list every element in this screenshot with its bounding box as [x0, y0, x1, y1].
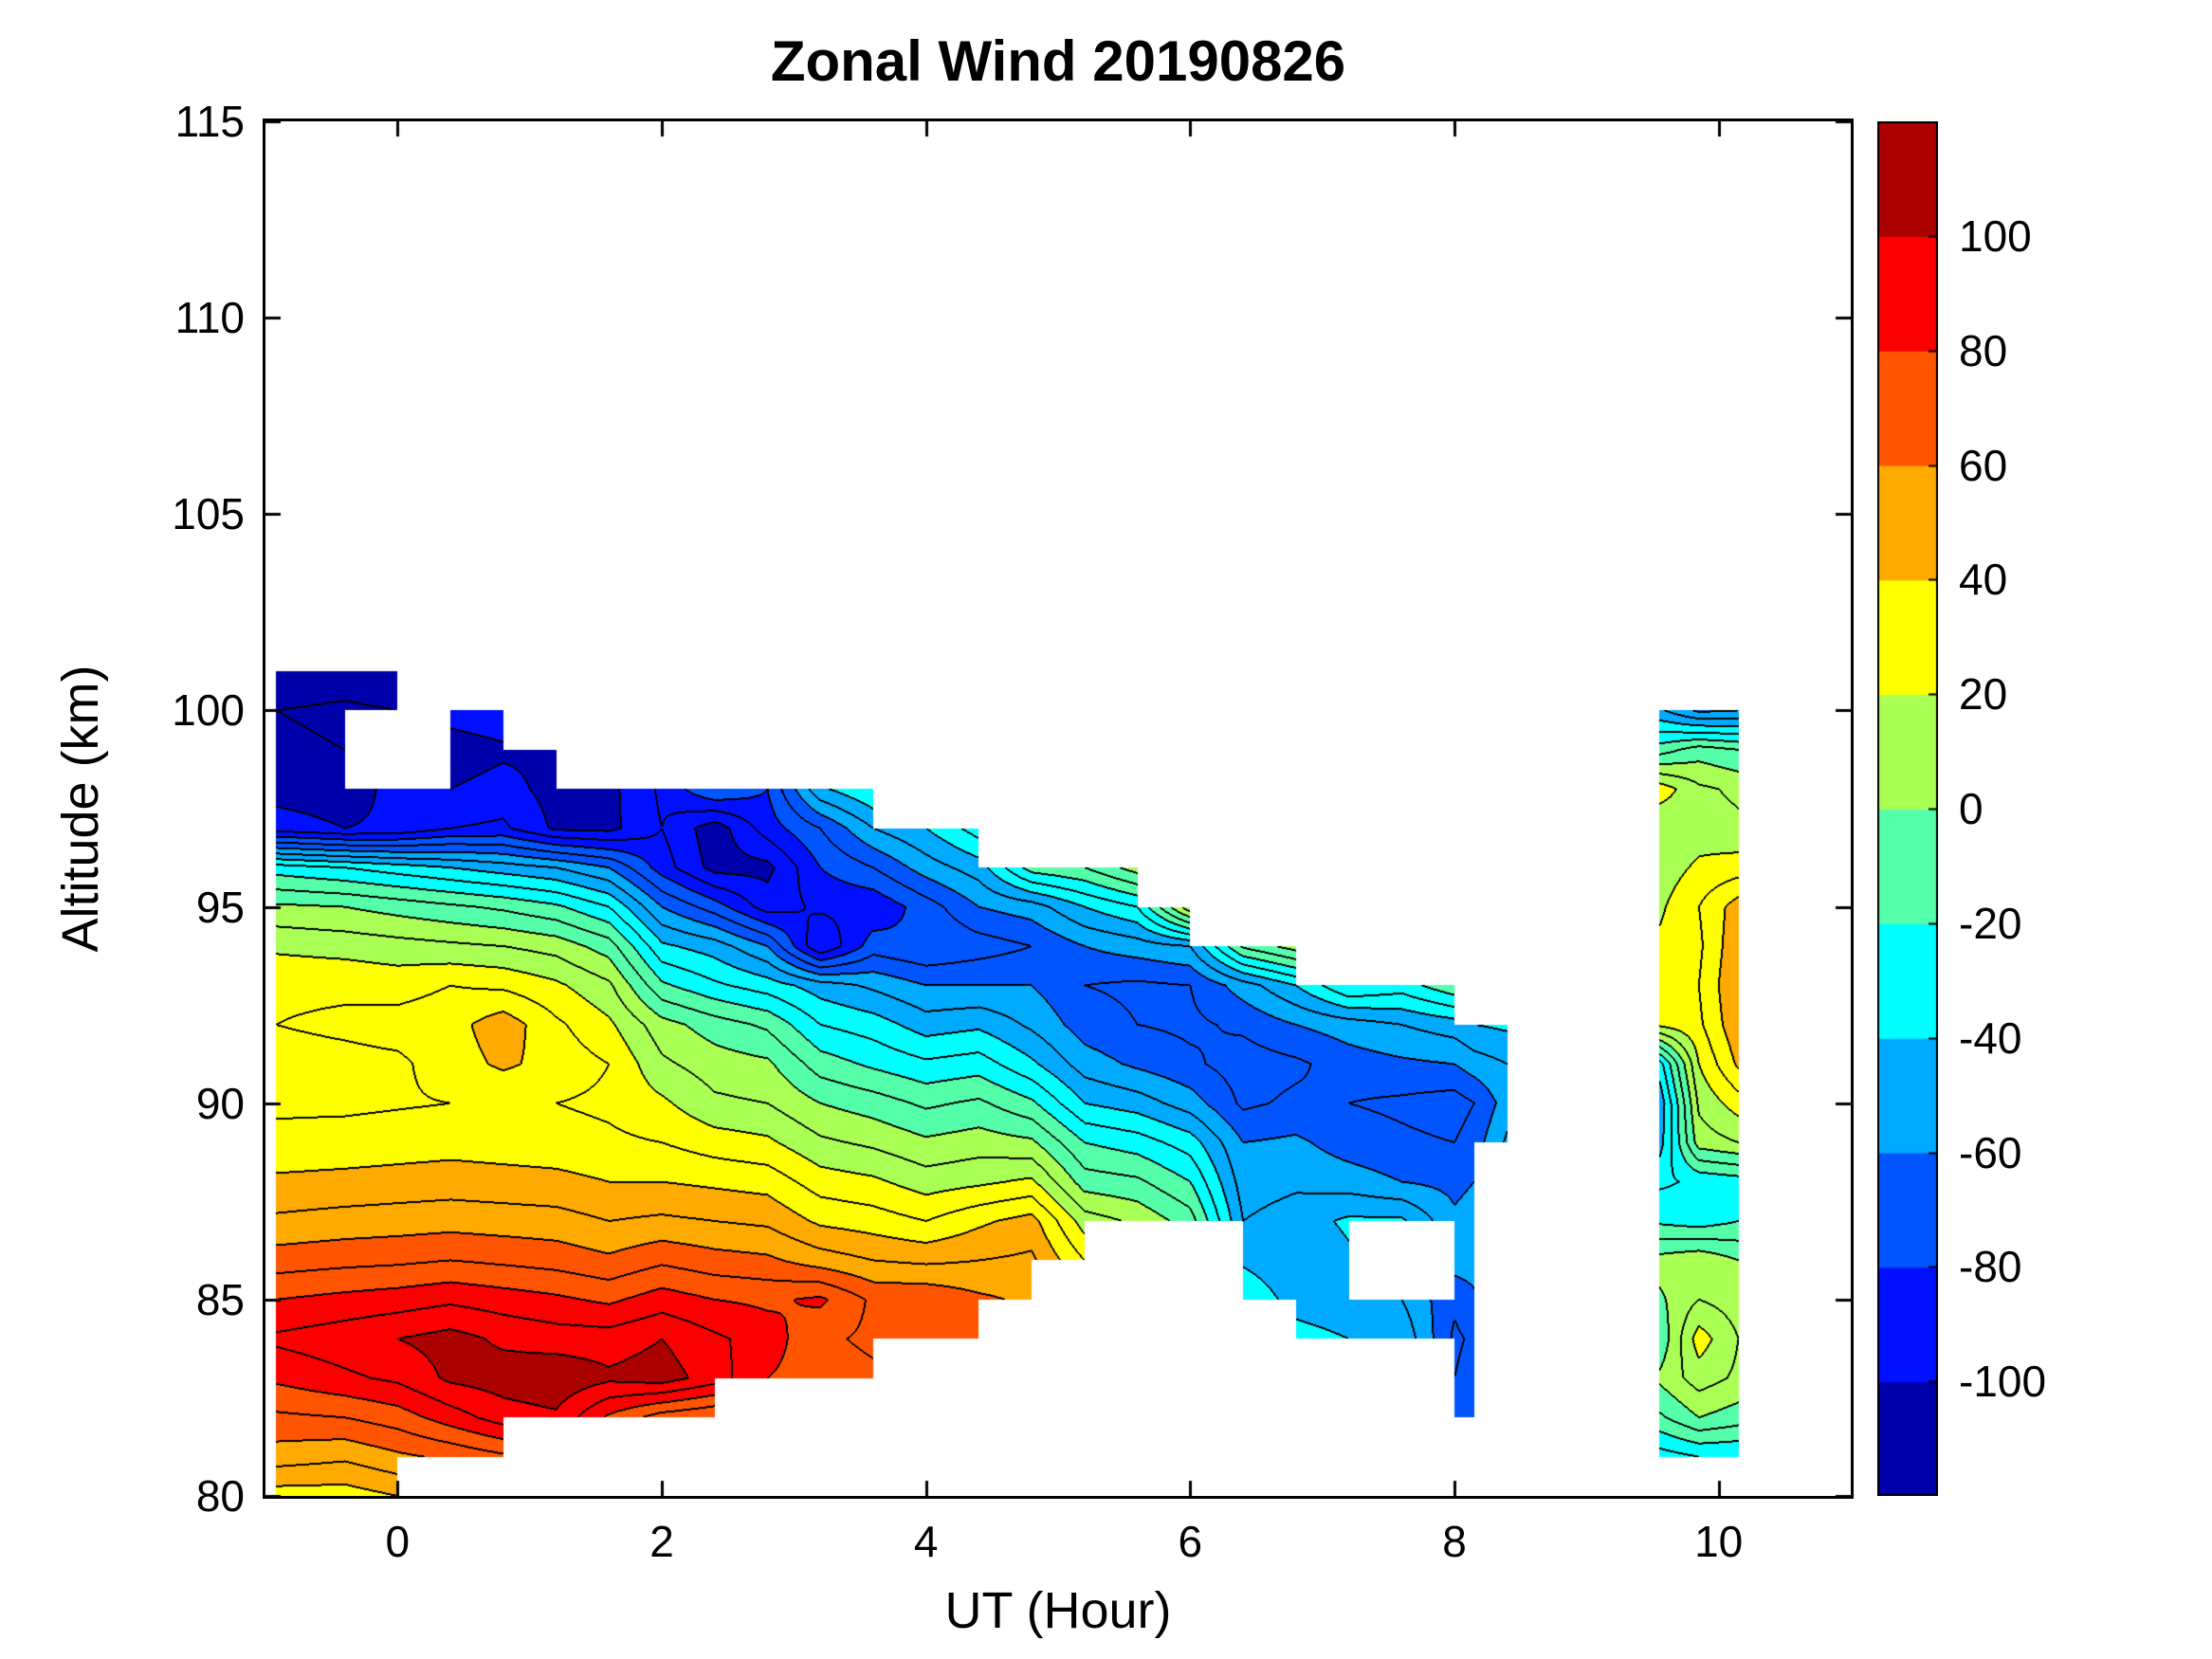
colorbar-tick-label: 60	[1959, 440, 2008, 490]
colorbar-tick-label: 40	[1959, 555, 2008, 605]
x-tick-label: 0	[385, 1517, 411, 1566]
x-axis-label: UT (Hour)	[944, 1582, 1172, 1639]
y-tick-label: 105	[172, 489, 245, 539]
colorbar-tick-label: 80	[1959, 325, 2008, 375]
colorbar-tick-label: 20	[1959, 669, 2008, 720]
contour-plot-canvas	[265, 121, 1851, 1496]
colorbar-tick-label: 100	[1959, 210, 2032, 261]
colorbar	[1877, 121, 1938, 1496]
x-tick-label: 10	[1694, 1517, 1744, 1566]
plot-box	[263, 118, 1854, 1499]
x-tick-label: 2	[649, 1517, 674, 1566]
y-tick-label: 85	[195, 1274, 245, 1324]
x-tick-label: 4	[913, 1517, 939, 1566]
colorbar-tick-label: -100	[1959, 1357, 2047, 1407]
x-tick-label: 6	[1178, 1517, 1203, 1566]
y-tick-label: 110	[174, 293, 245, 343]
colorbar-tick-label: -60	[1959, 1127, 2022, 1177]
y-axis-label: Altitude (km)	[52, 665, 109, 953]
y-tick-label: 80	[195, 1471, 245, 1521]
y-tick-label: 115	[174, 97, 245, 146]
y-tick-label: 100	[172, 685, 245, 736]
chart-title: Zonal Wind 20190826	[770, 29, 1346, 93]
colorbar-tick-label: 0	[1959, 784, 1983, 833]
y-tick-label: 95	[195, 882, 245, 932]
x-tick-label: 8	[1442, 1517, 1467, 1566]
y-tick-label: 90	[195, 1078, 245, 1128]
colorbar-tick-label: -40	[1959, 1012, 2022, 1063]
colorbar-tick-label: -20	[1959, 898, 2022, 948]
colorbar-tick-label: -80	[1959, 1242, 2022, 1292]
